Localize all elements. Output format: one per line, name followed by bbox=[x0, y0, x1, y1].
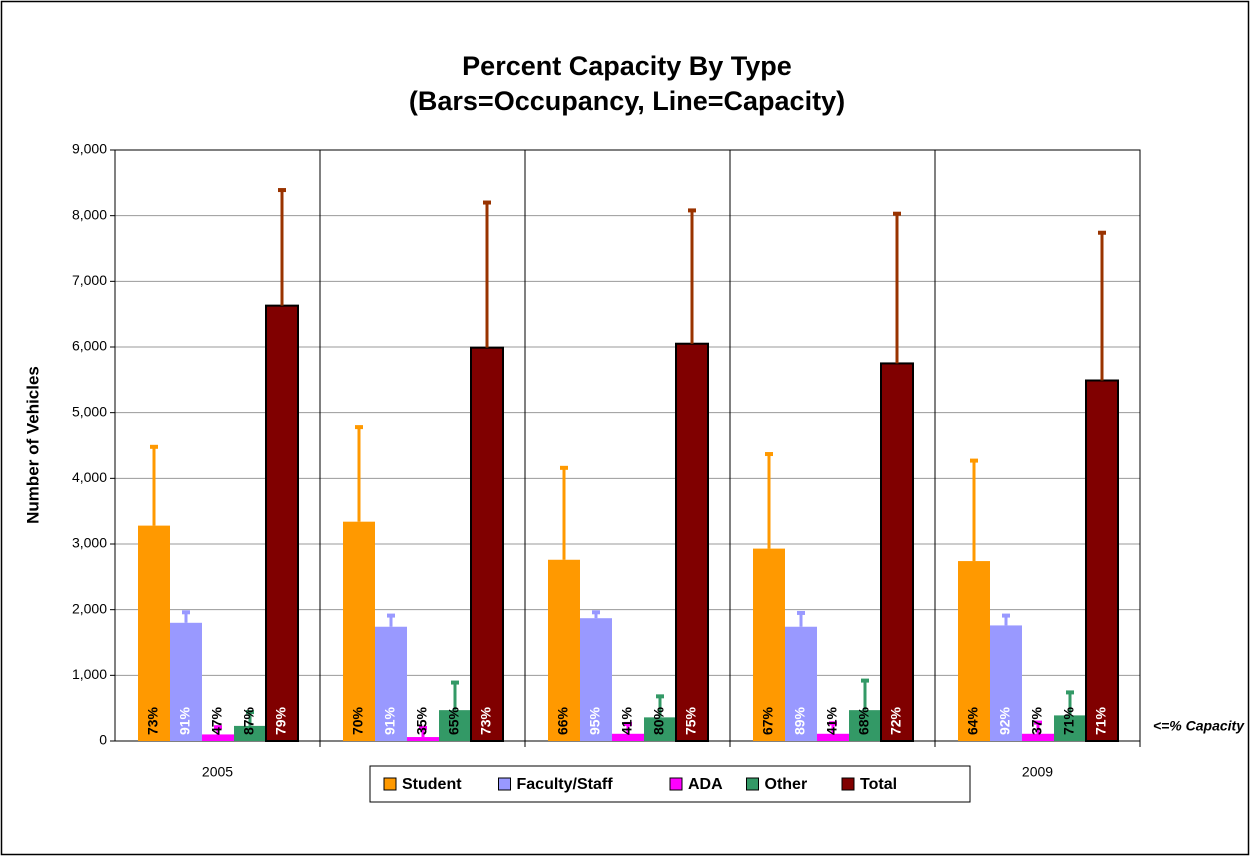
legend-label: ADA bbox=[688, 776, 723, 793]
legend-swatch bbox=[498, 777, 511, 791]
bar bbox=[265, 304, 299, 742]
y-tick-label: 0 bbox=[99, 732, 107, 748]
capacity-label: 87% bbox=[241, 706, 257, 735]
y-tick-label: 5,000 bbox=[72, 403, 107, 419]
bar bbox=[138, 525, 170, 741]
capacity-label: 73% bbox=[478, 706, 494, 735]
y-tick-label: 2,000 bbox=[72, 600, 107, 616]
bar bbox=[817, 733, 849, 741]
legend-swatch bbox=[383, 777, 397, 791]
bar bbox=[234, 725, 266, 741]
bar bbox=[958, 561, 990, 741]
legend-label: Total bbox=[860, 776, 897, 793]
chart-subtitle: (Bars=Occupancy, Line=Capacity) bbox=[409, 86, 845, 116]
y-tick-label: 3,000 bbox=[72, 535, 107, 551]
bar bbox=[170, 622, 202, 741]
bar bbox=[548, 559, 580, 741]
bar bbox=[343, 521, 375, 741]
annotation: <=% Capacity bbox=[1153, 718, 1245, 734]
capacity-label: 80% bbox=[651, 706, 667, 735]
capacity-label: 66% bbox=[555, 706, 571, 735]
bar bbox=[470, 346, 504, 742]
capacity-label: 72% bbox=[888, 706, 904, 735]
capacity-label: 75% bbox=[683, 706, 699, 735]
capacity-label: 35% bbox=[414, 706, 430, 735]
capacity-label: 92% bbox=[997, 706, 1013, 735]
y-axis-label: Number of Vehicles bbox=[23, 366, 42, 524]
bar bbox=[375, 626, 407, 741]
bar bbox=[990, 625, 1022, 741]
capacity-label: 70% bbox=[350, 706, 366, 735]
y-tick-label: 8,000 bbox=[72, 206, 107, 222]
capacity-label: 95% bbox=[587, 706, 603, 735]
x-tick-label: 2009 bbox=[1022, 764, 1053, 780]
legend-label: Student bbox=[402, 776, 462, 793]
legend-swatch bbox=[669, 777, 683, 791]
capacity-label: 71% bbox=[1061, 706, 1077, 735]
capacity-label: 65% bbox=[446, 706, 462, 735]
capacity-label: 67% bbox=[760, 706, 776, 735]
bar bbox=[753, 548, 785, 741]
bar bbox=[439, 710, 471, 741]
capacity-label: 47% bbox=[209, 706, 225, 735]
bar bbox=[675, 342, 709, 742]
bar bbox=[202, 734, 234, 741]
capacity-label: 91% bbox=[177, 706, 193, 735]
legend-label: Other bbox=[765, 776, 808, 793]
bar bbox=[1085, 379, 1119, 742]
capacity-label: 64% bbox=[965, 706, 981, 735]
bar bbox=[580, 618, 612, 741]
chart-title: Percent Capacity By Type bbox=[462, 51, 792, 81]
legend-swatch bbox=[841, 777, 855, 791]
y-tick-label: 7,000 bbox=[72, 272, 107, 288]
capacity-label: 89% bbox=[792, 706, 808, 735]
y-tick-label: 1,000 bbox=[72, 666, 107, 682]
y-tick-label: 9,000 bbox=[72, 141, 107, 157]
capacity-label: 41% bbox=[619, 706, 635, 735]
capacity-label: 73% bbox=[145, 706, 161, 735]
legend-label: Faculty/Staff bbox=[517, 776, 614, 793]
bar bbox=[644, 717, 676, 741]
capacity-label: 79% bbox=[273, 706, 289, 735]
y-tick-label: 4,000 bbox=[72, 469, 107, 485]
bar bbox=[849, 710, 881, 741]
capacity-label: 37% bbox=[1029, 706, 1045, 735]
x-tick-label: 2005 bbox=[202, 764, 233, 780]
legend-swatch bbox=[746, 777, 759, 791]
bar bbox=[785, 626, 817, 741]
bar bbox=[1022, 733, 1054, 741]
capacity-label: 68% bbox=[856, 706, 872, 735]
capacity-label: 41% bbox=[824, 706, 840, 735]
y-tick-label: 6,000 bbox=[72, 338, 107, 354]
capacity-label: 91% bbox=[382, 706, 398, 735]
capacity-label: 71% bbox=[1093, 706, 1109, 735]
bar bbox=[612, 733, 644, 741]
bar bbox=[407, 737, 439, 741]
bar bbox=[1054, 715, 1086, 741]
bar bbox=[880, 362, 914, 742]
